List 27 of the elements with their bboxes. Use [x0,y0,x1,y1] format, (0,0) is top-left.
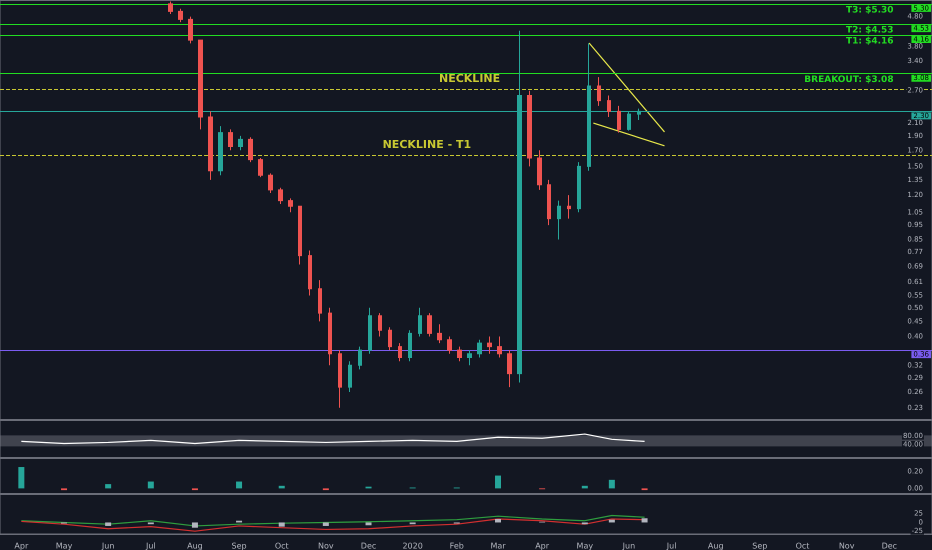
x-tick-label: Aug [187,542,203,550]
x-tick-label: Jun [622,542,636,550]
x-tick-label: Sep [232,542,247,550]
x-tick-label: Oct [796,542,810,550]
x-tick-label: Oct [274,542,289,550]
x-tick-label: Sep [752,542,768,550]
x-tick-label: Aug [708,542,724,550]
x-tick-label: Jun [100,542,114,550]
annotation: T1: $4.16 [846,36,894,47]
x-tick-label: Jul [666,542,676,550]
annotation: T3: $5.30 [846,5,894,16]
x-tick-label: 2020 [402,542,423,550]
x-tick-label: Mar [490,542,506,550]
x-tick-label: May [56,542,73,550]
x-tick-label: Jul [145,542,156,550]
x-tick-label: Dec [882,542,898,550]
annotation: NECKLINE - T1 [382,138,472,151]
x-tick-label: Dec [360,542,376,550]
x-tick-label: Apr [535,542,550,550]
x-tick-label: Apr [14,542,29,550]
annotation: T2: $4.53 [846,26,894,36]
x-tick-label: Nov [318,542,334,550]
x-tick-label: Nov [838,542,855,550]
x-tick-label: May [576,542,594,550]
annotation: NECKLINE [438,72,500,85]
annotation: BREAKOUT: $3.08 [804,75,894,86]
x-tick-label: Feb [450,542,464,550]
